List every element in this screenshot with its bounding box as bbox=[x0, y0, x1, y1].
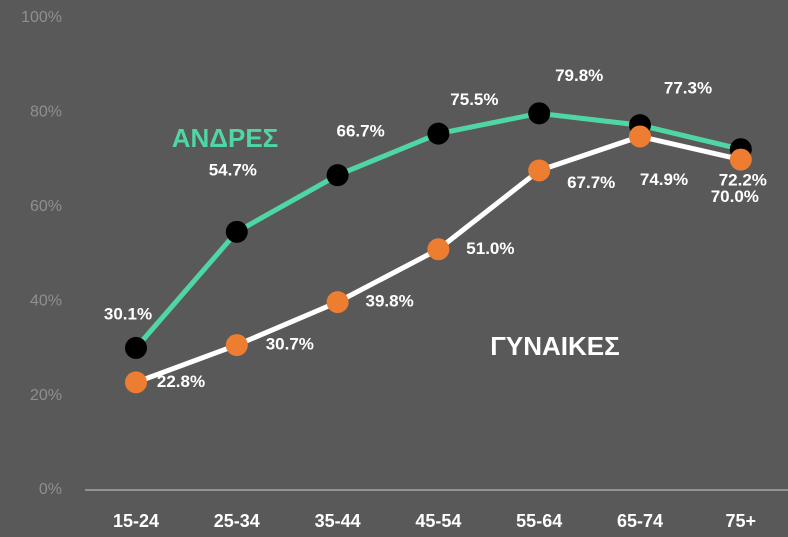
marker bbox=[528, 159, 551, 182]
data-label: 54.7% bbox=[209, 160, 257, 179]
data-label: 79.8% bbox=[555, 66, 603, 85]
series-label: ΑΝΔΡΕΣ bbox=[172, 123, 279, 153]
marker bbox=[225, 220, 248, 243]
y-tick-label: 60% bbox=[30, 198, 62, 215]
y-tick-label: 100% bbox=[21, 9, 62, 26]
marker bbox=[528, 102, 551, 125]
x-tick-label: 65-74 bbox=[617, 511, 663, 531]
marker bbox=[427, 238, 450, 261]
y-tick-label: 20% bbox=[30, 387, 62, 404]
y-tick-label: 80% bbox=[30, 104, 62, 121]
data-label: 39.8% bbox=[365, 292, 413, 311]
y-tick-label: 0% bbox=[39, 481, 62, 498]
data-label: 51.0% bbox=[466, 239, 514, 258]
marker bbox=[326, 164, 349, 187]
marker bbox=[326, 291, 349, 314]
marker bbox=[225, 334, 248, 357]
x-tick-label: 35-44 bbox=[315, 511, 361, 531]
marker bbox=[125, 371, 147, 394]
data-label: 77.3% bbox=[664, 79, 712, 98]
marker bbox=[125, 336, 147, 359]
x-tick-label: 45-54 bbox=[415, 511, 461, 531]
data-label: 70.0% bbox=[711, 187, 759, 206]
data-label: 30.1% bbox=[104, 304, 152, 323]
marker bbox=[427, 122, 450, 145]
data-label: 72.2% bbox=[719, 171, 767, 190]
data-label: 75.5% bbox=[450, 90, 498, 109]
x-tick-label: 25-34 bbox=[214, 511, 260, 531]
data-label: 74.9% bbox=[640, 170, 688, 189]
marker bbox=[729, 148, 752, 171]
series-label: ΓΥΝΑΙΚΕΣ bbox=[490, 331, 619, 361]
marker bbox=[629, 125, 651, 148]
data-label: 67.7% bbox=[567, 173, 615, 192]
x-tick-label: 55-64 bbox=[516, 511, 562, 531]
y-tick-label: 40% bbox=[30, 292, 62, 309]
data-label: 66.7% bbox=[336, 122, 384, 141]
data-label: 22.8% bbox=[157, 372, 205, 391]
x-tick-label: 75+ bbox=[726, 511, 757, 531]
data-label: 30.7% bbox=[266, 335, 314, 354]
x-tick-label: 15-24 bbox=[113, 511, 159, 531]
